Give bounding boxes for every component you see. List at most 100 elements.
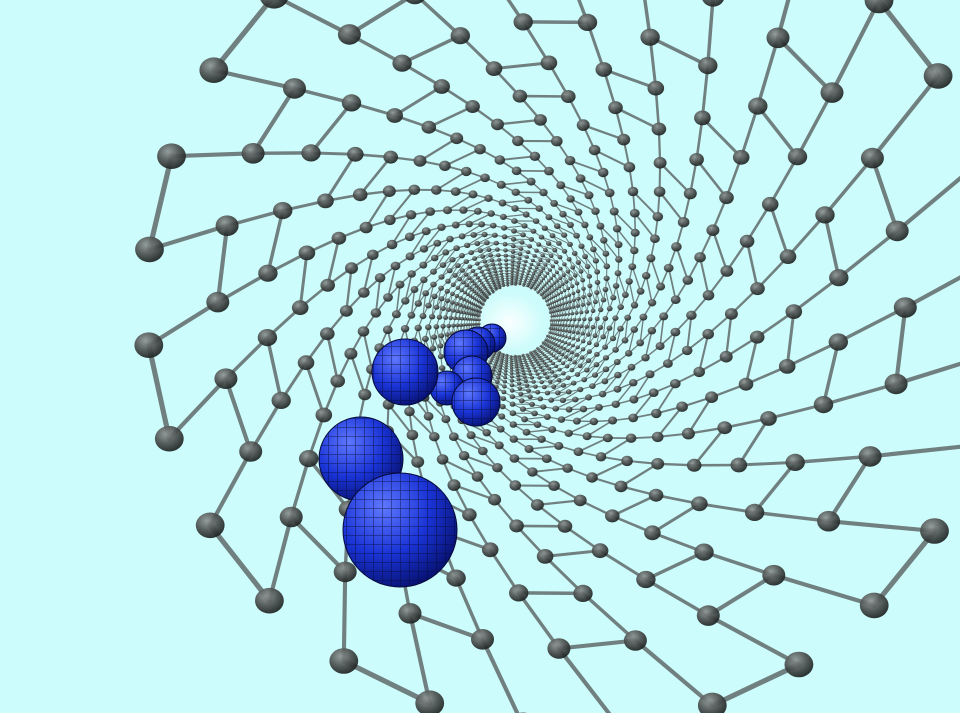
- carbon-atom: [386, 108, 404, 123]
- carbon-atom: [515, 278, 518, 281]
- carbon-atom: [564, 280, 569, 284]
- carbon-bond: [492, 61, 551, 71]
- carbon-bond: [546, 369, 560, 378]
- carbon-atom: [573, 273, 578, 278]
- carbon-atom: [491, 118, 504, 131]
- carbon-atom: [570, 312, 575, 316]
- carbon-atom: [445, 278, 451, 284]
- carbon-atom: [659, 312, 669, 321]
- carbon-atom: [526, 177, 536, 186]
- carbon-bond: [547, 384, 564, 394]
- carbon-atom: [431, 293, 438, 299]
- carbon-atom: [553, 260, 559, 265]
- carbon-atom: [498, 283, 501, 287]
- carbon-atom: [398, 603, 422, 624]
- carbon-bond: [298, 251, 309, 310]
- carbon-atom: [594, 290, 600, 295]
- carbon-atom: [671, 242, 682, 252]
- carbon-bond: [474, 249, 490, 260]
- carbon-atom: [524, 279, 527, 282]
- carbon-atom: [554, 305, 557, 308]
- carbon-atom: [547, 638, 571, 659]
- carbon-atom: [474, 144, 486, 155]
- carbon-atom: [504, 366, 508, 370]
- carbon-atom: [813, 396, 834, 414]
- carbon-bond: [568, 396, 590, 411]
- carbon-atom: [458, 451, 470, 461]
- carbon-atom: [478, 221, 486, 228]
- carbon-atom: [493, 269, 498, 274]
- carbon-atom: [548, 268, 552, 272]
- carbon-bond: [821, 340, 841, 407]
- carbon-atom: [556, 314, 559, 317]
- carbon-atom: [548, 292, 552, 295]
- carbon-atom: [448, 432, 459, 442]
- carbon-atom: [606, 325, 613, 331]
- carbon-atom: [446, 307, 452, 312]
- carbon-bond: [325, 332, 340, 383]
- carbon-atom: [459, 310, 463, 314]
- carbon-atom: [458, 303, 463, 307]
- carbon-bond: [894, 305, 908, 386]
- carbon-atom: [504, 362, 508, 365]
- carbon-atom: [475, 284, 479, 288]
- carbon-bond: [427, 326, 434, 349]
- carbon-atom: [474, 240, 481, 247]
- carbon-atom: [479, 269, 484, 274]
- carbon-atom: [517, 261, 521, 265]
- carbon-atom: [496, 280, 500, 283]
- carbon-atom: [157, 143, 186, 169]
- carbon-atom: [533, 280, 537, 283]
- carbon-atom: [567, 357, 573, 362]
- carbon-atom: [511, 205, 519, 212]
- carbon-atom: [552, 405, 559, 412]
- carbon-bond: [580, 245, 597, 262]
- carbon-atom: [525, 250, 531, 255]
- carbon-atom: [605, 509, 620, 523]
- carbon-atom: [564, 295, 568, 299]
- carbon-atom: [554, 294, 558, 297]
- carbon-atom: [650, 234, 660, 243]
- carbon-atom: [558, 323, 562, 327]
- carbon-atom: [505, 272, 509, 275]
- carbon-bond: [868, 444, 960, 459]
- carbon-bond: [582, 318, 585, 334]
- carbon-bond: [612, 317, 616, 340]
- carbon-atom: [533, 421, 542, 429]
- carbon-atom: [580, 278, 586, 283]
- carbon-bond: [559, 184, 590, 197]
- carbon-atom: [500, 272, 504, 276]
- carbon-atom: [567, 324, 571, 328]
- carbon-atom: [392, 54, 412, 72]
- carbon-atom: [489, 358, 493, 362]
- carbon-atom: [570, 284, 575, 289]
- carbon-atom: [636, 287, 645, 295]
- carbon-atom: [431, 185, 442, 195]
- carbon-bond: [633, 212, 656, 240]
- carbon-bond: [543, 549, 602, 558]
- carbon-atom: [563, 355, 568, 359]
- carbon-atom: [419, 313, 427, 320]
- carbon-atom: [569, 318, 573, 322]
- carbon-bond: [596, 292, 602, 311]
- carbon-atom: [579, 405, 588, 413]
- carbon-atom: [451, 323, 456, 328]
- carbon-atom: [656, 282, 666, 291]
- carbon-bond: [658, 161, 692, 195]
- carbon-bond: [826, 454, 873, 524]
- carbon-atom: [744, 503, 765, 521]
- carbon-atom: [630, 326, 638, 333]
- carbon-atom: [556, 304, 560, 308]
- carbon-atom: [518, 252, 523, 257]
- carbon-atom: [297, 355, 315, 371]
- carbon-bond: [577, 325, 582, 341]
- carbon-atom: [608, 416, 618, 425]
- carbon-atom: [329, 648, 359, 674]
- carbon-bond: [459, 266, 471, 280]
- carbon-atom: [653, 157, 667, 169]
- carbon-atom: [576, 296, 581, 301]
- carbon-bond: [744, 335, 759, 386]
- carbon-atom: [627, 363, 636, 371]
- carbon-atom: [623, 162, 636, 173]
- carbon-atom: [522, 375, 527, 379]
